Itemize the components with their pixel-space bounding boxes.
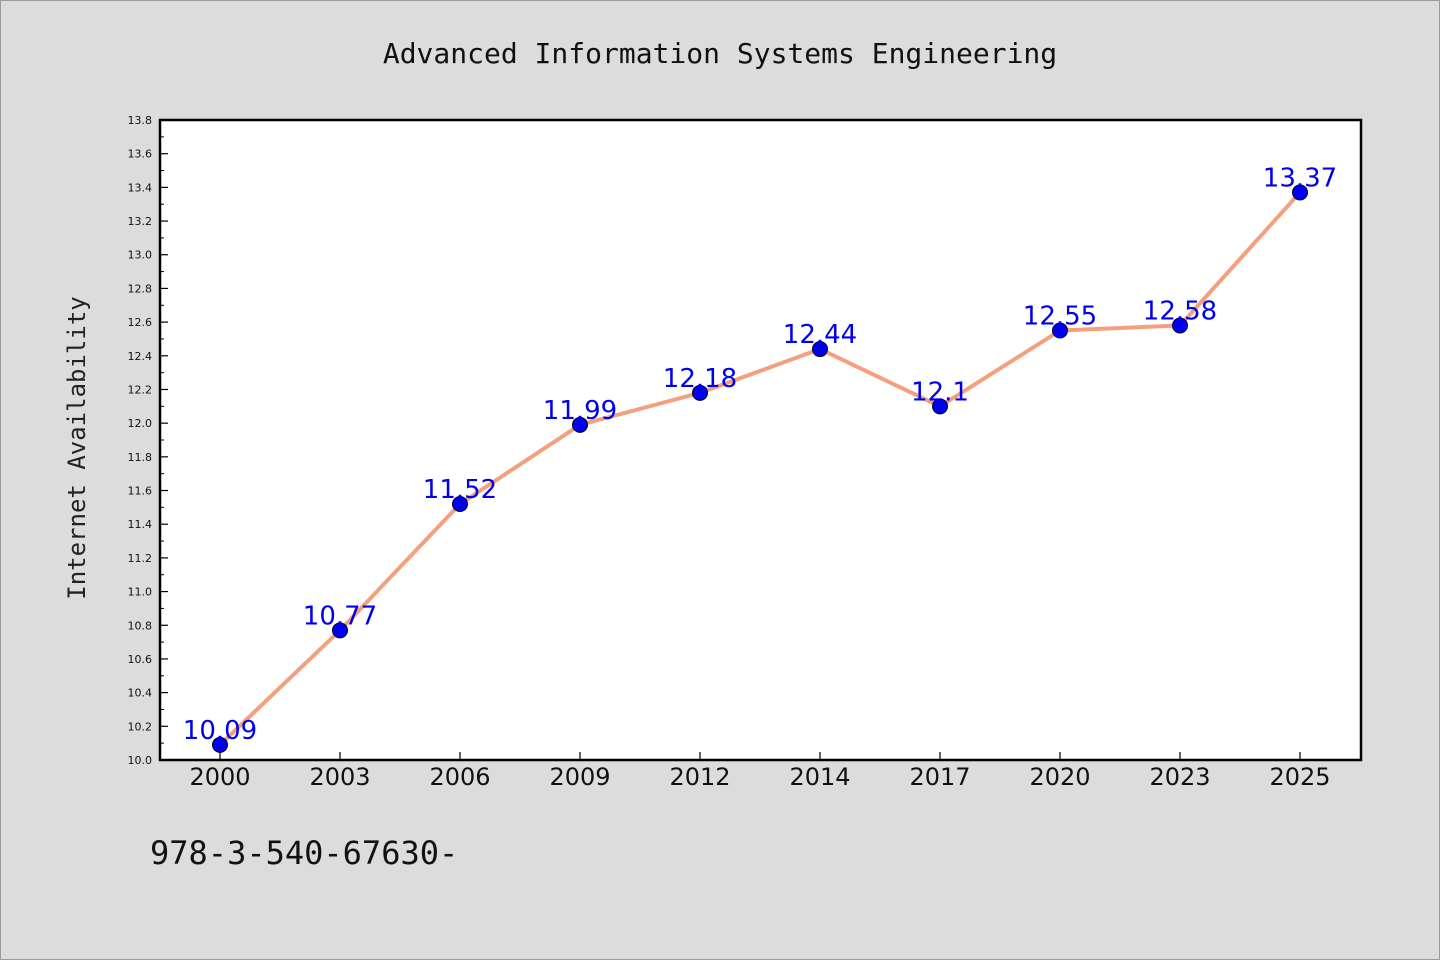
data-markers: [212, 184, 1308, 753]
x-tick-label: 2023: [1149, 763, 1210, 791]
x-tick-label: 2025: [1269, 763, 1330, 791]
y-tick-label: 12.0: [128, 417, 153, 430]
x-tick-label: 2003: [309, 763, 370, 791]
y-tick-label: 11.0: [128, 586, 153, 599]
y-tick-label: 11.4: [128, 518, 153, 531]
data-label: 11.52: [423, 475, 497, 505]
data-point: [452, 496, 468, 512]
data-label: 12.1: [911, 377, 969, 407]
data-labels: 10.09 10.77 11.52 11.99 12.18 12.44 12.1 12.55 1…: [183, 163, 1337, 745]
plot-border: [158, 118, 1363, 762]
x-tick-label: 2014: [789, 763, 850, 791]
y-tick-label: 12.6: [128, 316, 153, 329]
y-tick-label: 13.8: [128, 114, 153, 127]
data-point: [932, 398, 948, 415]
x-tick-label: 2009: [549, 763, 610, 791]
data-label: 10.77: [303, 601, 377, 631]
data-label: 12.44: [783, 320, 857, 350]
y-tick-label: 13.6: [128, 148, 153, 161]
y-tick-label: 13.2: [128, 215, 153, 228]
y-tick-label: 12.4: [128, 350, 153, 363]
data-label: 12.18: [663, 364, 737, 394]
y-axis: 10.0 10.2 10.4 10.6 10.8 11.0 11.2 11.4 11.6 11.8…: [128, 114, 168, 767]
y-tick-label: 11.8: [128, 451, 153, 464]
footer-isbn: 978-3-540-67630-: [150, 834, 458, 872]
data-point: [812, 341, 828, 358]
y-tick-label: 10.6: [128, 653, 153, 666]
x-tick-label: 2000: [189, 763, 250, 791]
y-tick-label: 11.6: [128, 485, 153, 498]
data-point: [692, 384, 708, 401]
x-tick-label: 2017: [909, 763, 970, 791]
x-tick-label: 2012: [669, 763, 730, 791]
data-label: 12.58: [1143, 296, 1217, 326]
data-point: [1052, 322, 1068, 339]
data-label: 12.55: [1023, 302, 1097, 332]
y-tick-label: 10.0: [128, 754, 153, 767]
y-tick-label: 12.2: [128, 383, 153, 396]
y-tick-label: 10.8: [128, 619, 153, 632]
plot-area: [160, 120, 1361, 760]
y-tick-label: 10.4: [128, 687, 153, 700]
data-label: 10.09: [183, 716, 257, 746]
y-axis-label: Internet Availability: [63, 296, 91, 599]
y-tick-label: 12.8: [128, 282, 153, 295]
data-point: [1172, 317, 1188, 334]
x-axis: 2000 2003 2006 2009 2012 2014 2017 2020 2023 2025: [189, 752, 1331, 791]
data-point: [1292, 184, 1308, 201]
chart-title: Advanced Information Systems Engineering: [383, 37, 1057, 70]
x-tick-label: 2020: [1029, 763, 1090, 791]
data-point: [332, 622, 348, 639]
y-tick-label: 13.4: [128, 181, 153, 194]
data-point: [212, 736, 228, 753]
data-point: [572, 416, 588, 433]
series-line: [218, 191, 1302, 747]
y-tick-label: 10.2: [128, 720, 153, 733]
data-label: 11.99: [543, 396, 617, 426]
x-tick-label: 2006: [429, 763, 490, 791]
y-tick-label: 11.2: [128, 552, 153, 565]
y-tick-label: 13.0: [128, 249, 153, 262]
data-label: 13.37: [1263, 163, 1337, 193]
